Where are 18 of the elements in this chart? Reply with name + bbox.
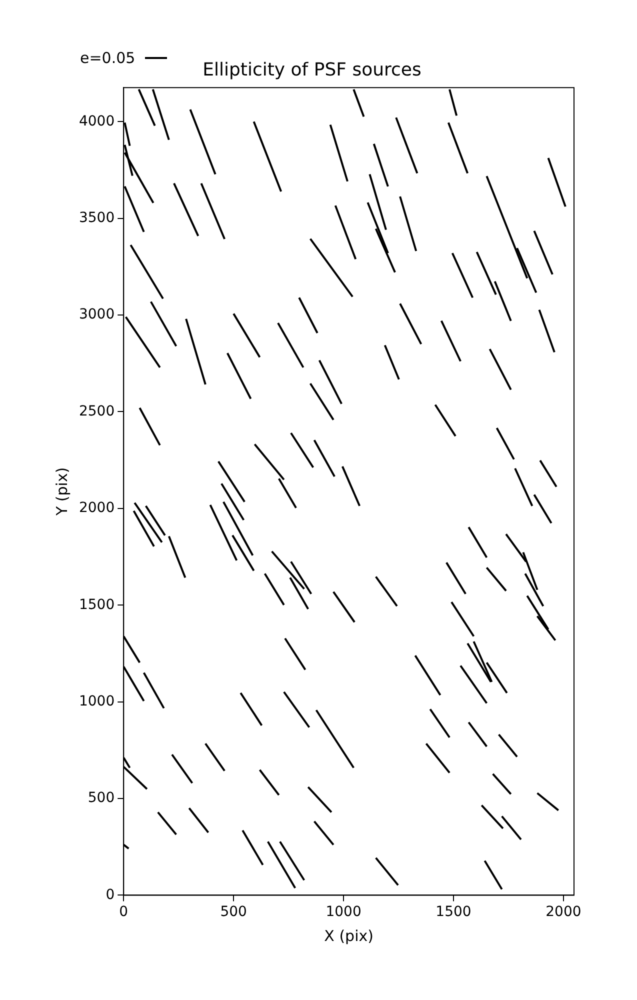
y-tick-label: 2500 xyxy=(78,403,115,420)
x-tick-label: 0 xyxy=(119,904,128,920)
y-tick-label: 500 xyxy=(88,790,115,806)
chart-title: Ellipticity of PSF sources xyxy=(202,59,422,80)
x-tick-label: 500 xyxy=(220,904,247,920)
y-tick-label: 4000 xyxy=(78,113,115,130)
y-tick-label: 3000 xyxy=(78,306,115,323)
y-tick-label: 2000 xyxy=(78,500,115,516)
y-axis-title: Y (pix) xyxy=(52,467,71,516)
x-tick-label: 1500 xyxy=(436,904,472,920)
text: e=0.05 xyxy=(80,49,136,67)
x-axis-title: X (pix) xyxy=(324,926,374,945)
y-tick-label: 1500 xyxy=(78,596,115,613)
y-tick-label: 0 xyxy=(106,886,115,903)
y-tick-label: 3500 xyxy=(78,210,115,226)
y-tick-label: 1000 xyxy=(78,693,115,710)
x-tick-label: 2000 xyxy=(546,904,582,920)
x-tick-label: 1000 xyxy=(326,904,362,920)
